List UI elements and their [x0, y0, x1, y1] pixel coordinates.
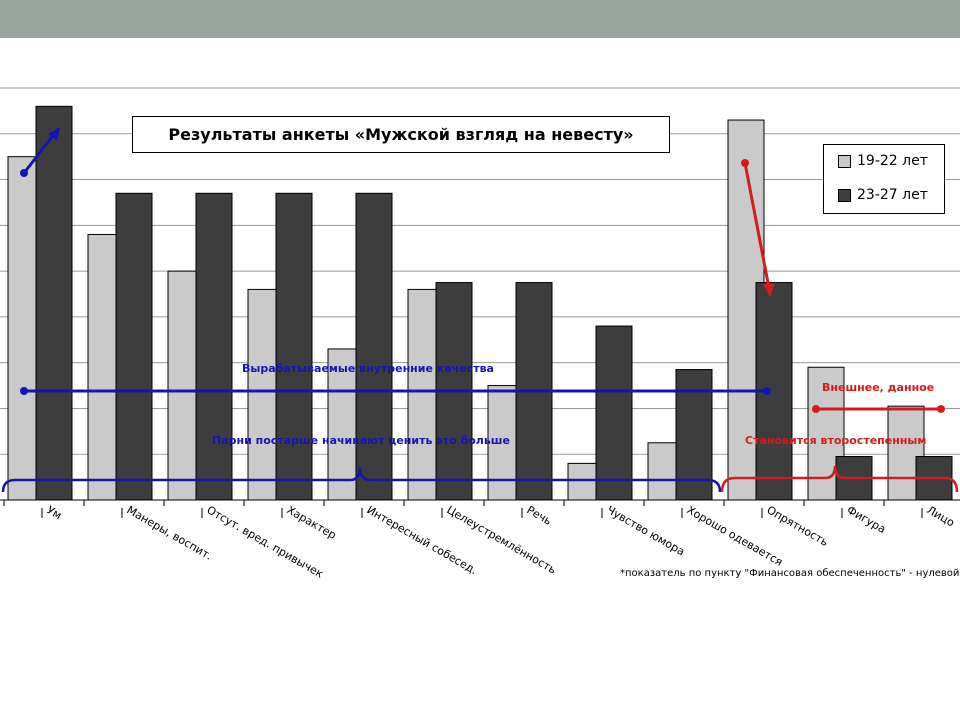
tick-label: Речь — [525, 503, 554, 527]
legend-label-2: 23-27 лет — [857, 187, 928, 203]
bar-series2-1 — [35, 105, 73, 501]
tick-label: Лицо — [925, 503, 957, 529]
blue-dot — [20, 387, 28, 395]
annotation-red-top: Внешнее, данное — [822, 381, 935, 394]
tick-label: Манеры, воспит. — [125, 503, 215, 562]
bar-series2-8 — [595, 325, 633, 501]
bar-series2-5 — [355, 192, 393, 501]
legend-label-1: 19-22 лет — [857, 153, 928, 169]
tick-label: Характер — [285, 503, 339, 542]
x-axis — [0, 499, 960, 506]
footnote: *показатель по пункту "Финансовая обеспе… — [620, 568, 960, 579]
red-dot — [741, 159, 749, 167]
annotation-blue-top: Вырабатываемые внутренние качества — [242, 362, 494, 375]
blue-brace — [1, 466, 722, 493]
legend-item-1: 19-22 лет — [838, 153, 928, 169]
legend-swatch-1 — [838, 154, 851, 168]
bar-series2-2 — [115, 192, 153, 501]
tick-label: Фигура — [845, 503, 888, 536]
annotation-overlay — [1, 127, 959, 493]
blue-arrow — [22, 132, 57, 174]
slide-header-band — [0, 0, 960, 38]
blue-arrowhead — [48, 127, 60, 141]
legend-item-2: 23-27 лет — [838, 187, 928, 203]
red-arrow — [743, 162, 771, 289]
bar-series2-4 — [275, 192, 313, 501]
blue-dot — [20, 169, 28, 177]
tick-label: Опрятность — [765, 503, 831, 549]
red-dot — [812, 405, 820, 413]
legend-swatch-2 — [838, 188, 851, 202]
bar-series2-3 — [195, 192, 233, 501]
annotation-red-bottom: Становится второстепенным — [745, 434, 927, 447]
legend: 19-22 лет 23-27 лет — [823, 144, 945, 214]
blue-dot — [763, 387, 771, 395]
tick-label: Чувство юмора — [605, 503, 687, 558]
red-arrowhead — [763, 283, 775, 297]
chart-title: Результаты анкеты «Мужской взгляд на нев… — [132, 116, 670, 153]
annotation-blue-bottom: Парни постарше начинают ценить это больш… — [212, 434, 510, 447]
tick-label: Ум — [45, 503, 65, 522]
red-brace — [720, 465, 959, 493]
red-dot — [937, 405, 945, 413]
